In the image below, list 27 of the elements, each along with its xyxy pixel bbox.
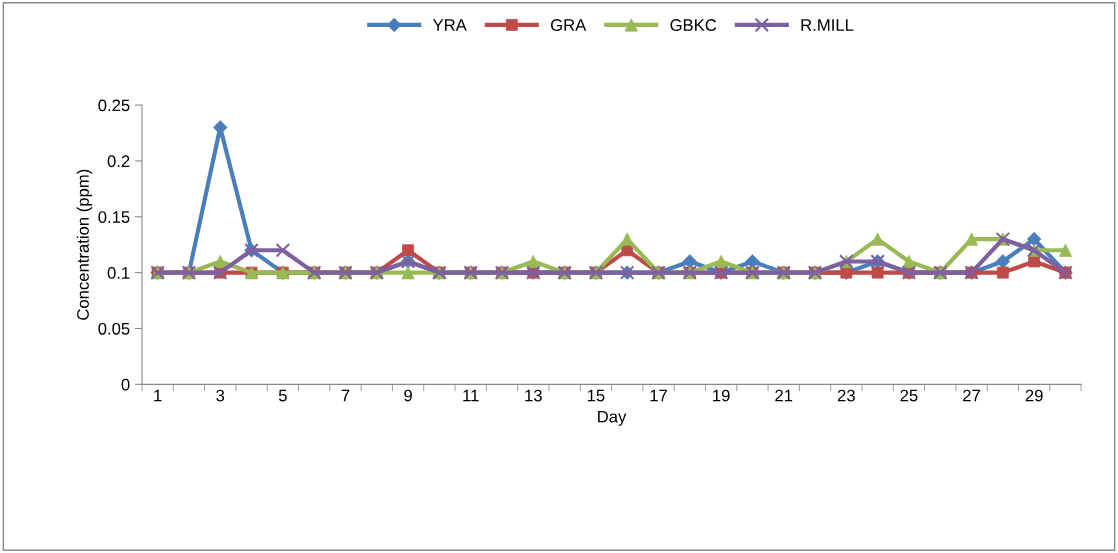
x-tick-label: 7 [341, 389, 350, 402]
x-tick-label: 5 [278, 389, 287, 402]
x-tick-label: 3 [216, 389, 225, 402]
legend-label: R.MILL [801, 19, 854, 31]
x-tick-label: 27 [963, 389, 980, 402]
x-tick-label: 21 [775, 389, 793, 402]
x-axis-title: Day [598, 410, 627, 426]
legend-label: YRA [432, 19, 467, 31]
legend-label: GBKC [670, 19, 717, 31]
y-tick-label: 0.2 [107, 155, 130, 168]
x-tick-label: 25 [900, 389, 918, 402]
y-tick-label: 0.1 [107, 267, 130, 279]
y-tick-label: 0.15 [98, 211, 130, 223]
x-tick-label: 17 [650, 389, 667, 402]
x-tick-label: 9 [404, 389, 412, 402]
x-tick-label: 11 [463, 389, 479, 402]
x-tick-label: 1 [154, 389, 162, 402]
x-tick-label: 13 [525, 389, 542, 402]
x-tick-label: 29 [1025, 389, 1043, 402]
y-tick-label: 0.05 [98, 322, 130, 335]
x-tick-label: 15 [587, 389, 605, 402]
y-tick-label: 0.25 [98, 99, 130, 112]
y-axis-title: Concentration (ppm) [76, 169, 93, 320]
x-tick-label: 19 [713, 389, 730, 402]
x-tick-label: 23 [837, 389, 855, 402]
y-tick-label: 0 [121, 378, 130, 391]
legend-label: GRA [550, 19, 587, 31]
